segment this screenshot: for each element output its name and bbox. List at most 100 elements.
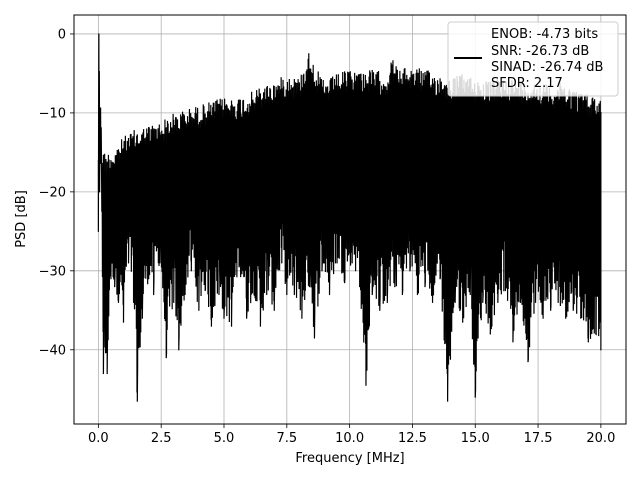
psd-sample-point xyxy=(534,301,537,304)
legend-entry-enob: ENOB: -4.73 bits xyxy=(491,27,598,42)
psd-sample-point xyxy=(100,143,102,146)
x-tick-label: 0.0 xyxy=(88,431,109,446)
psd-sample-point xyxy=(565,317,567,319)
x-tick-label: 15.0 xyxy=(461,431,490,446)
psd-sample-point xyxy=(580,317,582,319)
psd-sample-point xyxy=(497,301,499,304)
psd-sample-point xyxy=(148,278,150,280)
psd-sample-point xyxy=(469,293,471,296)
psd-sample-point xyxy=(132,301,135,304)
psd-sample-point xyxy=(223,317,225,319)
legend-entry-sinad: SINAD: -26.74 dB xyxy=(491,60,603,75)
ticks: 0.0 2.5 5.0 7.5 10.0 12.5 15.0 17.5 20.0 0 −10 −20 −… xyxy=(39,27,616,446)
x-tick-label: 12.5 xyxy=(398,431,427,446)
psd-sample-point xyxy=(416,293,419,296)
psd-sample-point xyxy=(482,301,484,304)
y-tick-label: 0 xyxy=(58,27,66,42)
psd-sample-point xyxy=(462,321,464,323)
psd-sample-point xyxy=(527,361,529,363)
psd-sample-point xyxy=(557,301,559,304)
x-tick-label: 10.0 xyxy=(335,431,364,446)
y-tick-label: −30 xyxy=(39,264,66,279)
psd-sample-point xyxy=(401,293,403,296)
psd-sample-point xyxy=(512,341,514,343)
psd-sample-point xyxy=(230,325,233,327)
psd-sample-point xyxy=(519,301,522,304)
psd-sample-point xyxy=(386,301,388,304)
psd-sample-point xyxy=(336,262,338,264)
psd-sample-point xyxy=(165,357,167,359)
psd-sample-point xyxy=(136,400,138,402)
psd-sample-point xyxy=(99,191,101,193)
psd-sample-point xyxy=(218,293,220,296)
psd-sample-point xyxy=(98,33,100,35)
psd-sample-point xyxy=(293,293,295,296)
psd-sample-point xyxy=(273,309,275,311)
legend-box xyxy=(447,21,619,97)
psd-sample-point xyxy=(308,286,311,288)
psd-series xyxy=(97,33,602,402)
psd-sample-point xyxy=(127,262,130,264)
psd-sample-point xyxy=(489,333,491,335)
psd-sample-point xyxy=(204,289,206,292)
psd-sample-point xyxy=(238,266,240,268)
psd-sample-point xyxy=(394,286,396,288)
psd-sample-point xyxy=(600,349,602,351)
y-tick-label: −40 xyxy=(39,343,66,358)
psd-sample-point xyxy=(301,317,303,319)
psd-line xyxy=(97,33,602,402)
psd-sample-point xyxy=(102,372,104,375)
psd-sample-point xyxy=(122,321,125,323)
x-tick-label: 7.5 xyxy=(276,431,297,446)
psd-sample-point xyxy=(266,293,268,296)
psd-sample-point xyxy=(454,301,456,304)
psd-sample-point xyxy=(97,230,99,232)
psd-sample-point xyxy=(184,293,186,296)
psd-sample-point xyxy=(409,270,411,272)
psd-sample-point xyxy=(159,262,161,264)
psd-sample-point xyxy=(587,341,589,343)
psd-sample-point xyxy=(117,301,120,304)
psd-sample-point xyxy=(190,270,192,272)
psd-sample-point xyxy=(504,289,506,292)
psd-sample-point xyxy=(474,396,476,398)
psd-sample-point xyxy=(246,317,248,319)
psd-sample-point xyxy=(114,286,116,288)
y-tick-label: −20 xyxy=(39,185,66,200)
psd-sample-point xyxy=(313,337,316,339)
psd-sample-point xyxy=(595,333,597,335)
y-axis-label: PSD [dB] xyxy=(14,190,29,248)
psd-sample-point xyxy=(259,325,262,327)
psd-sample-point xyxy=(344,282,346,284)
x-tick-label: 5.0 xyxy=(214,431,235,446)
psd-sample-point xyxy=(286,293,288,296)
psd-sample-point xyxy=(106,372,108,375)
psd-sample-point xyxy=(379,309,381,311)
psd-sample-point xyxy=(253,293,255,296)
psd-sample-point xyxy=(210,325,213,327)
psd-sample-point xyxy=(550,309,552,311)
legend-entry-snr: SNR: -26.73 dB xyxy=(491,44,589,59)
psd-sample-point xyxy=(542,317,544,319)
psd-sample-point xyxy=(321,270,323,272)
psd-sample-point xyxy=(328,293,331,296)
psd-sample-point xyxy=(447,400,449,402)
legend-entry-sfdr: SFDR: 2.17 xyxy=(491,76,563,91)
psd-sample-point xyxy=(178,349,180,351)
psd-sample-point xyxy=(351,262,353,264)
psd-sample-point xyxy=(439,278,441,280)
psd-sample-point xyxy=(424,286,426,288)
psd-sample-point xyxy=(371,293,373,296)
x-tick-label: 17.5 xyxy=(524,431,553,446)
psd-sample-point xyxy=(572,309,574,311)
psd-sample-point xyxy=(281,262,283,264)
x-tick-label: 2.5 xyxy=(151,431,172,446)
psd-sample-point xyxy=(431,301,434,304)
psd-sample-point xyxy=(365,384,367,386)
psd-sample-point xyxy=(198,309,200,311)
psd-sample-point xyxy=(141,317,143,319)
legend: ENOB: -4.73 bits SNR: -26.73 dB SINAD: -… xyxy=(447,21,619,97)
psd-sample-point xyxy=(110,278,112,280)
psd-sample-point xyxy=(153,293,155,296)
